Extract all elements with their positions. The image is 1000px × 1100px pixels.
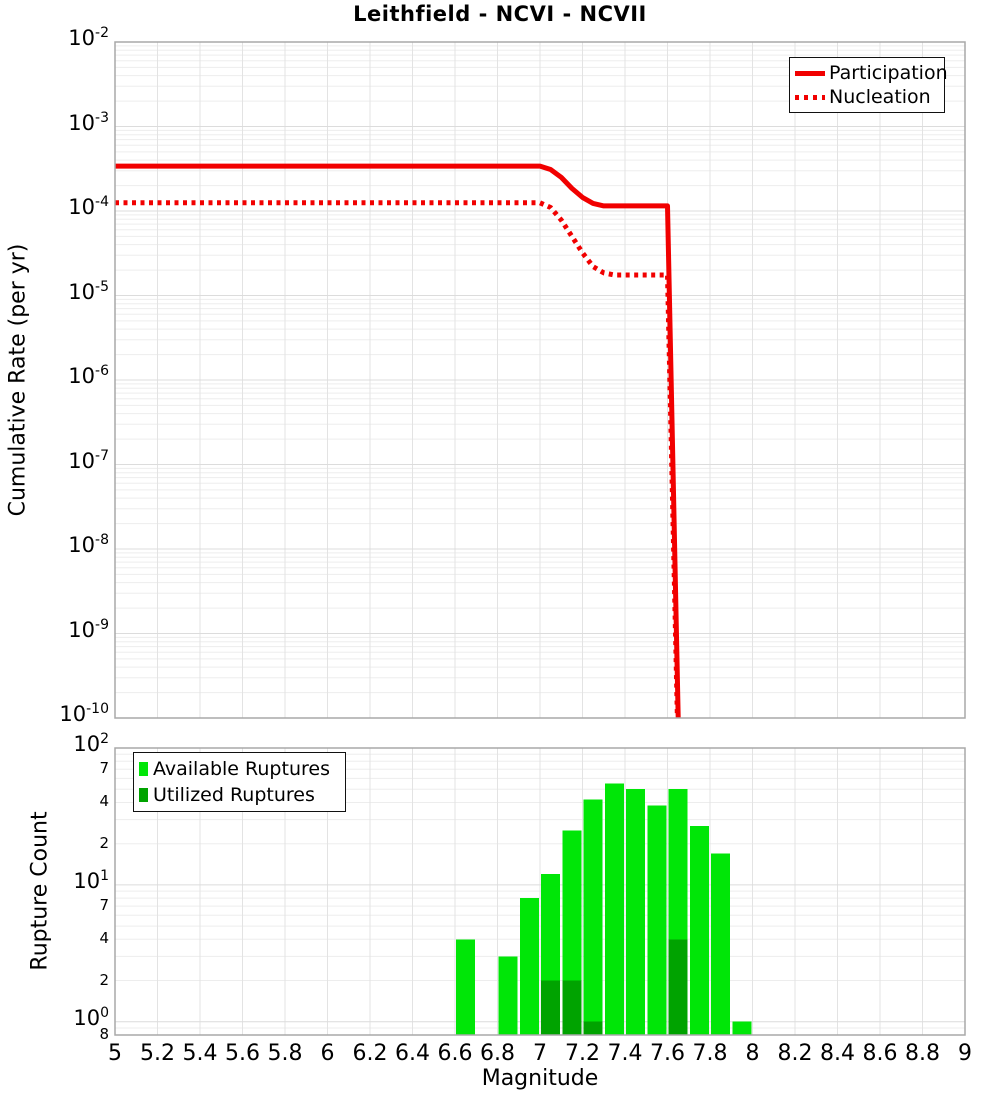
utilized-ruptures-bar [541, 980, 561, 1035]
available-ruptures-bar [498, 956, 518, 1035]
utilized-ruptures-swatch-icon [139, 788, 148, 802]
available-ruptures-bar [583, 799, 603, 1035]
x-axis-label-magnitude: Magnitude [481, 1066, 599, 1091]
series-line-participation [115, 163, 681, 719]
rupture-count-panel [114, 747, 966, 1036]
legend-item-available-ruptures: Available Ruptures [139, 758, 340, 780]
legend-label-utilized-ruptures: Utilized Ruptures [153, 784, 315, 806]
available-ruptures-bar [711, 853, 731, 1035]
utilized-ruptures-bar [562, 980, 582, 1035]
available-ruptures-bar [519, 898, 539, 1035]
available-ruptures-bar [689, 825, 709, 1035]
panel-border [114, 41, 966, 719]
legend-label-nucleation: Nucleation [829, 86, 931, 108]
legend-item-utilized-ruptures: Utilized Ruptures [139, 784, 340, 806]
legend-item-participation: Participation [795, 62, 948, 84]
available-ruptures-swatch-icon [139, 762, 148, 776]
chart-title: Leithfield - NCVI - NCVII [353, 2, 647, 26]
available-ruptures-bar [626, 789, 646, 1035]
participation-line-icon [795, 70, 825, 76]
panel-border [114, 747, 966, 1036]
available-ruptures-bar [456, 939, 476, 1035]
available-ruptures-bar [732, 1021, 752, 1035]
legend-label-participation: Participation [829, 62, 948, 84]
y-axis-label-rupture-count: Rupture Count [27, 811, 53, 971]
legend-label-available-ruptures: Available Ruptures [153, 758, 330, 780]
utilized-ruptures-bar [668, 939, 688, 1035]
utilized-ruptures-bar [583, 1021, 603, 1035]
available-ruptures-bar [604, 783, 624, 1035]
available-ruptures-bar [647, 805, 667, 1035]
series-line-nucleation [115, 200, 680, 719]
nucleation-line-icon [795, 94, 825, 100]
y-axis-label-cumulative-rate: Cumulative Rate (per yr) [5, 243, 31, 517]
legend-item-nucleation: Nucleation [795, 86, 939, 108]
legend-ruptures-panel: Available Ruptures Utilized Ruptures [133, 752, 346, 812]
legend-rate-panel: Participation Nucleation [789, 57, 948, 113]
cumulative-rate-panel [114, 41, 966, 719]
